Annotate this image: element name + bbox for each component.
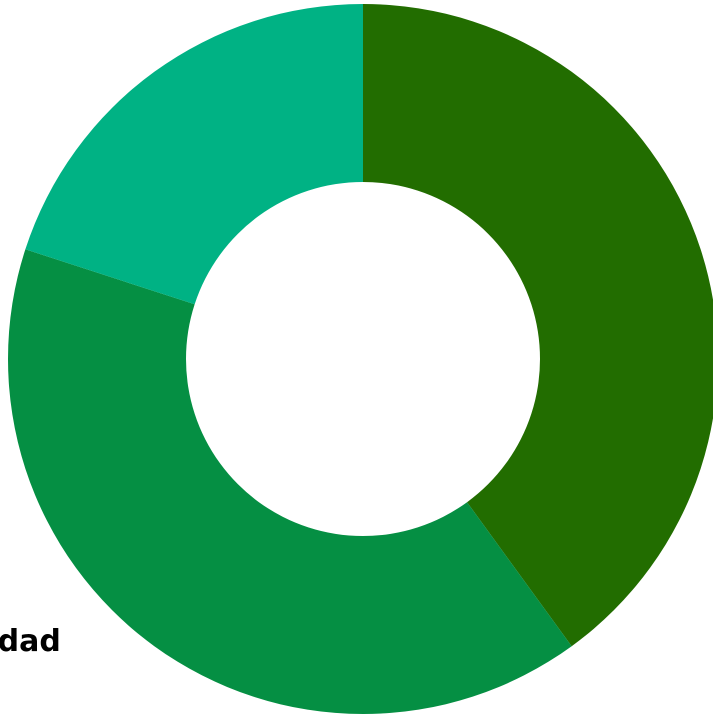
partial-category-label: nidad bbox=[0, 624, 61, 659]
donut-slice-1 bbox=[363, 4, 713, 647]
donut-slice-2 bbox=[8, 249, 572, 715]
donut-slices bbox=[8, 4, 713, 715]
donut-slice-3 bbox=[25, 4, 363, 305]
